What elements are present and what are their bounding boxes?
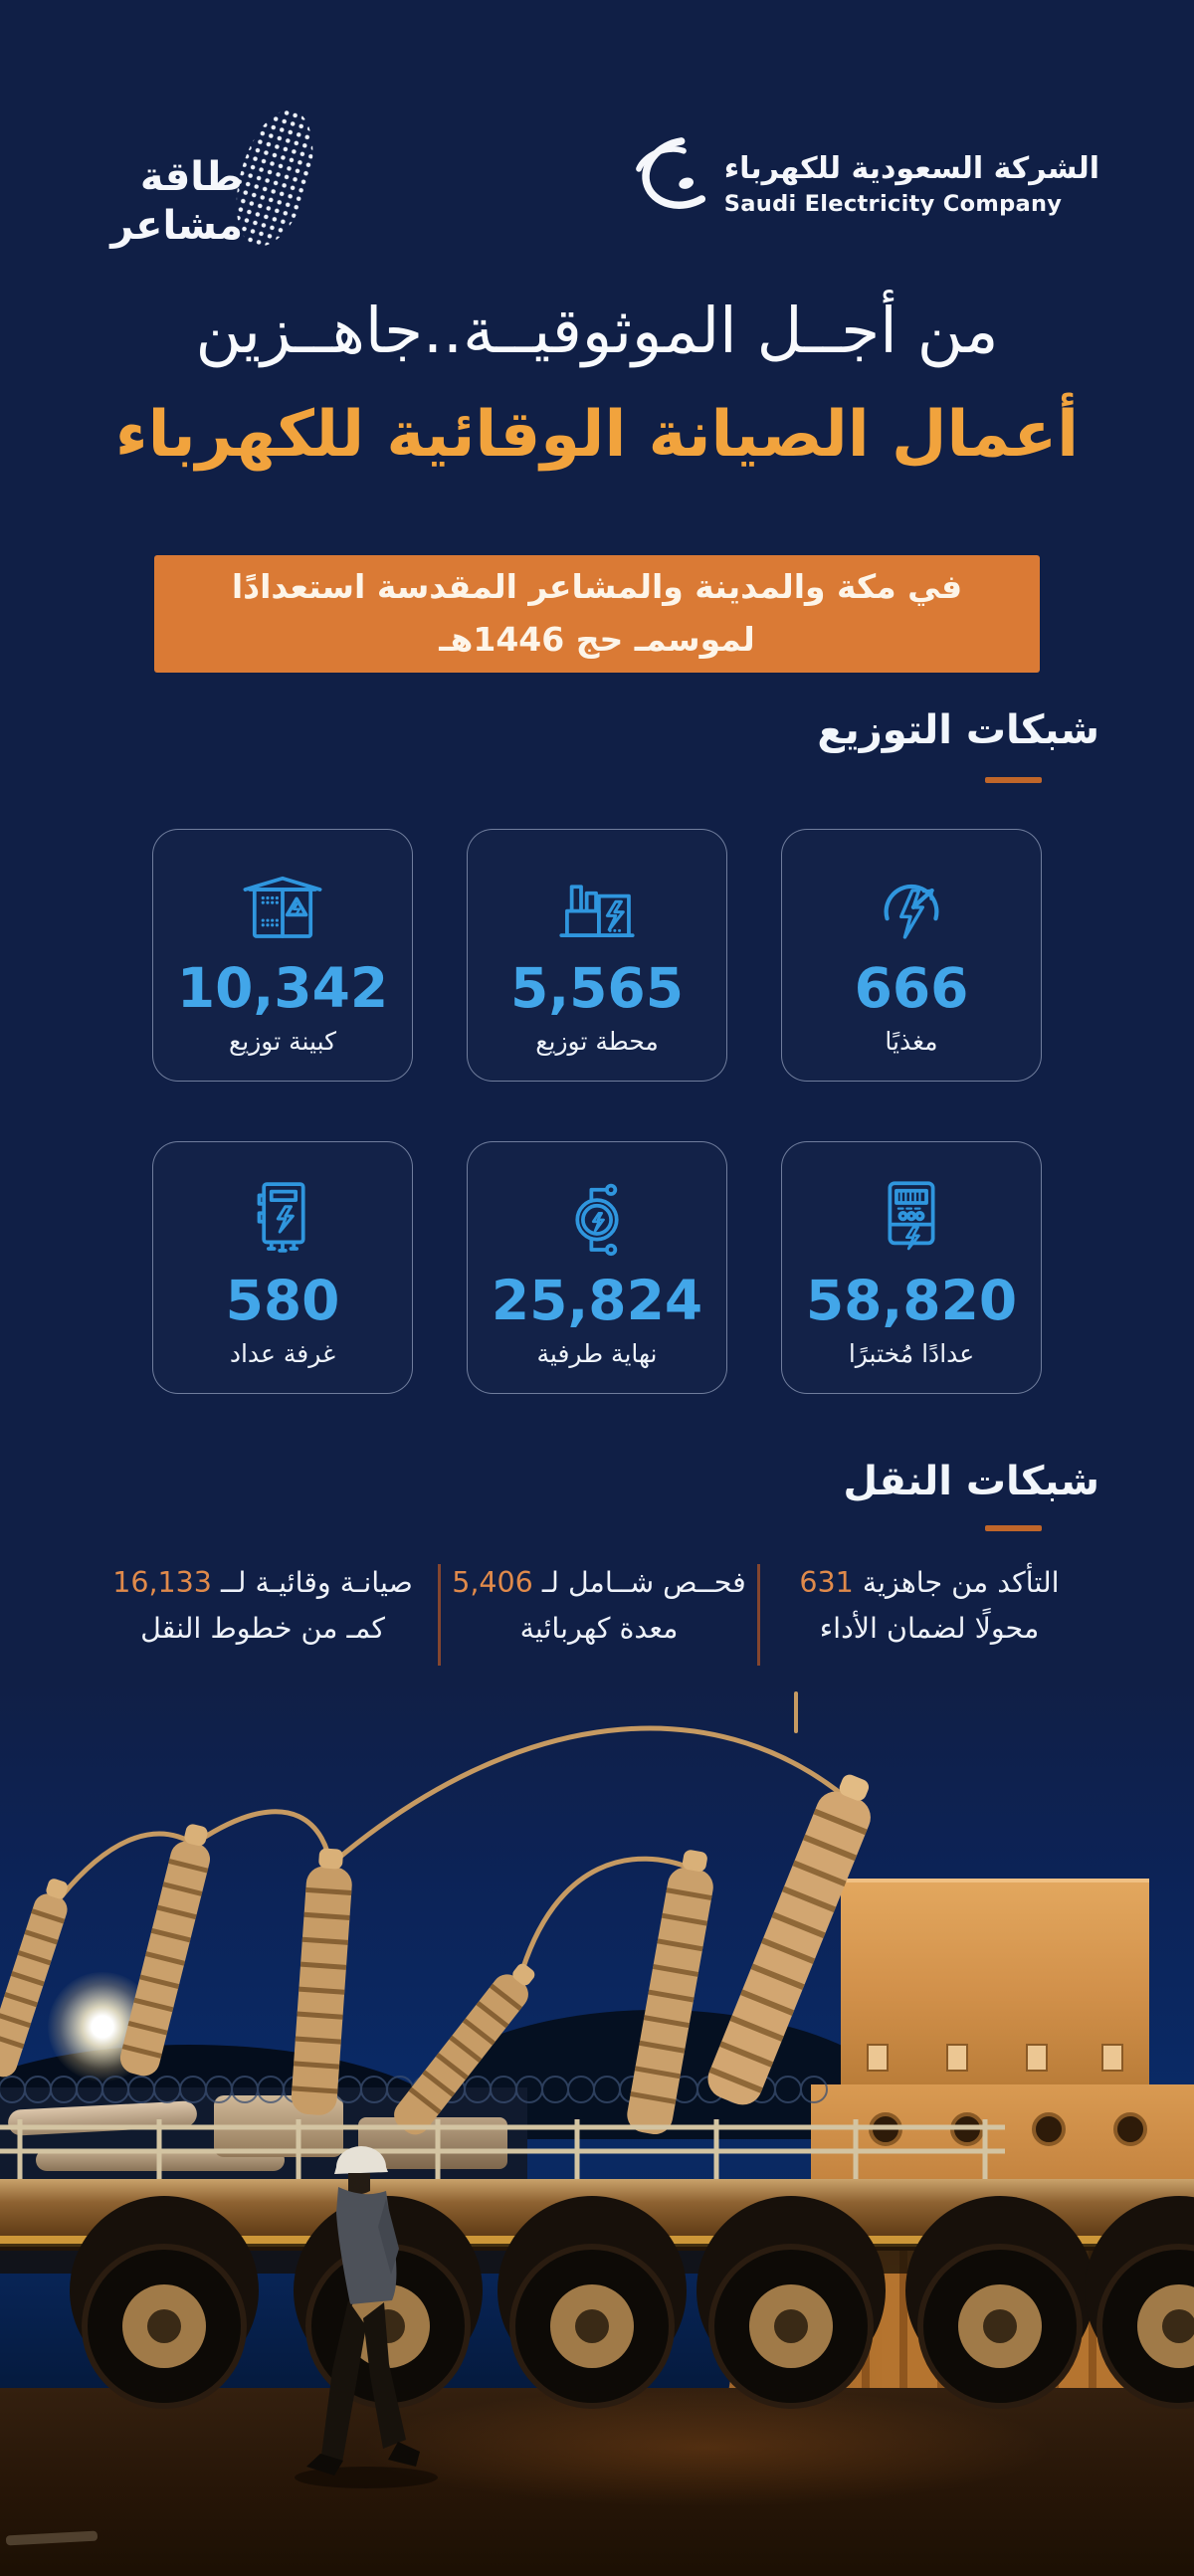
tested-meter-icon xyxy=(864,1167,959,1265)
sec-wordmark: الشركة السعودية للكهرباء Saudi Electrici… xyxy=(724,151,1099,217)
banner-line2: لموسمـ حج 1446هـ xyxy=(439,620,755,659)
mashaer-energy-wordmark: طاقة مشاعر xyxy=(110,153,243,251)
worker-silhouette xyxy=(295,2146,438,2488)
stat-card-terminal-ends: 25,824 نهاية طرفية xyxy=(467,1141,727,1394)
distribution-station-icon xyxy=(549,855,645,952)
stat-card-meter-rooms: 580 غرفة عداد xyxy=(152,1141,413,1394)
sec-name-english: Saudi Electricity Company xyxy=(723,191,1063,217)
section-title-distribution: شبكات التوزيع xyxy=(817,707,1099,753)
stat-card-feeders: 666 مغذيًا xyxy=(781,829,1042,1082)
stat-label: غرفة عداد xyxy=(229,1339,336,1369)
stat-label: محطة توزيع xyxy=(535,1027,659,1057)
terminal-end-icon xyxy=(549,1167,645,1265)
stat-number: 16,133 xyxy=(112,1566,212,1599)
stat-card-distribution-cabinet: 10,342 كبينة توزيع xyxy=(152,829,413,1082)
mashaer-energy-logo: طاقة مشاعر xyxy=(110,98,328,262)
road-light-glow xyxy=(358,2388,1055,2507)
stats-divider xyxy=(757,1564,760,1666)
trailer-wheels xyxy=(70,2196,1194,2409)
stat-text: التأكد من جاهزية xyxy=(853,1566,1060,1599)
worker-hard-hat xyxy=(334,2146,388,2174)
headline-line2: أعمال الصيانة الوقائية للكهرباء xyxy=(114,398,1080,472)
headline-line1: من أجــل الموثوقيــة..جاهــزين xyxy=(195,295,999,367)
transformer-port xyxy=(1032,2112,1066,2146)
transformer-plate xyxy=(867,2044,889,2072)
stat-value: 10,342 xyxy=(176,955,389,1020)
transformer-plate xyxy=(946,2044,968,2072)
sec-logo: الشركة السعودية للكهرباء Saudi Electrici… xyxy=(615,125,1099,243)
stat-value: 58,820 xyxy=(805,1268,1018,1332)
stat-text: محولًا لضمان الأداء xyxy=(819,1612,1040,1646)
feeder-gauge-icon xyxy=(864,855,959,952)
transformer-plate xyxy=(1101,2044,1123,2072)
stat-value: 666 xyxy=(854,955,969,1020)
mashaer-word-1: طاقة xyxy=(139,154,243,200)
sec-name-arabic: الشركة السعودية للكهرباء xyxy=(723,151,1099,186)
halftone-oval-graphic xyxy=(236,109,313,247)
transmission-stat-lines: صيانـة وقائيـة لــ 16,133 كمـ من خطوط ال… xyxy=(88,1560,438,1652)
stat-label: مغذيًا xyxy=(885,1027,938,1057)
meter-room-icon xyxy=(235,1167,330,1265)
stat-label: عدادًا مُختبرًا xyxy=(848,1339,975,1369)
transformer-port xyxy=(1113,2112,1147,2146)
banner-line1: في مكة والمدينة والمشاعر المقدسة استعداد… xyxy=(231,567,963,607)
photo-transformer-top xyxy=(841,1879,1149,2089)
stat-number: 5,406 xyxy=(452,1566,533,1599)
stat-value: 5,565 xyxy=(510,955,684,1020)
banner: في مكة والمدينة والمشاعر المقدسة استعداد… xyxy=(154,555,1040,673)
transmission-stats-row: صيانـة وقائيـة لــ 16,133 كمـ من خطوط ال… xyxy=(88,1560,1106,1666)
stat-text: معدة كهربائية xyxy=(519,1612,679,1646)
distribution-cards-grid: 10,342 كبينة توزيع 5,565 محطة توزيع xyxy=(152,829,1042,1394)
night-substation-photo xyxy=(0,1682,1194,2576)
transmission-stat-transformers: التأكد من جاهزية 631 محولًا لضمان الأداء xyxy=(760,1560,1098,1652)
stat-text: كمـ من خطوط النقل xyxy=(140,1612,385,1646)
photo-road xyxy=(0,2388,1194,2576)
insulator-bushings xyxy=(0,1774,871,2135)
stat-card-distribution-station: 5,565 محطة توزيع xyxy=(467,829,727,1082)
power-wires xyxy=(57,1691,847,1983)
stat-value: 25,824 xyxy=(491,1268,703,1332)
stat-text: فحــص شــامل لـ xyxy=(532,1566,746,1599)
stat-label: نهاية طرفية xyxy=(536,1339,658,1369)
transformer-plate xyxy=(1026,2044,1048,2072)
stats-divider xyxy=(438,1564,441,1666)
photo-detail-overlay xyxy=(0,1691,1194,2546)
trailer-guard-rail xyxy=(0,2119,1005,2179)
stat-text: صيانـة وقائيـة لــ xyxy=(211,1566,413,1599)
section-title-transmission: شبكات النقل xyxy=(843,1459,1099,1504)
transmission-stat-equipment: فحــص شــامل لـ 5,406 معدة كهربائية xyxy=(441,1560,757,1652)
stat-value: 580 xyxy=(225,1268,340,1332)
stat-card-tested-meters: 58,820 عدادًا مُختبرًا xyxy=(781,1141,1042,1394)
stat-label: كبينة توزيع xyxy=(228,1027,337,1057)
stat-number: 631 xyxy=(799,1566,854,1599)
mashaer-word-2: مشاعر xyxy=(110,202,243,249)
road-marking xyxy=(6,2530,98,2546)
transmission-title-underline xyxy=(985,1525,1042,1531)
distribution-cabinet-icon xyxy=(235,855,330,952)
sec-swirl-icon xyxy=(635,137,705,209)
distribution-title-underline xyxy=(985,777,1042,783)
